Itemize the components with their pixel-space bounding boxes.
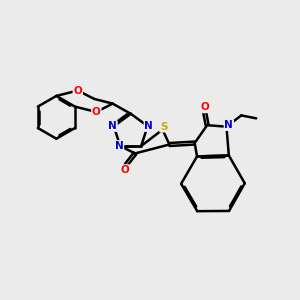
Text: O: O bbox=[120, 165, 129, 175]
Text: N: N bbox=[115, 141, 123, 151]
Text: N: N bbox=[145, 121, 153, 131]
Text: N: N bbox=[224, 120, 233, 130]
Text: O: O bbox=[92, 107, 101, 117]
Text: N: N bbox=[108, 121, 117, 131]
Text: O: O bbox=[74, 85, 82, 96]
Text: S: S bbox=[160, 122, 167, 132]
Text: O: O bbox=[200, 102, 209, 112]
